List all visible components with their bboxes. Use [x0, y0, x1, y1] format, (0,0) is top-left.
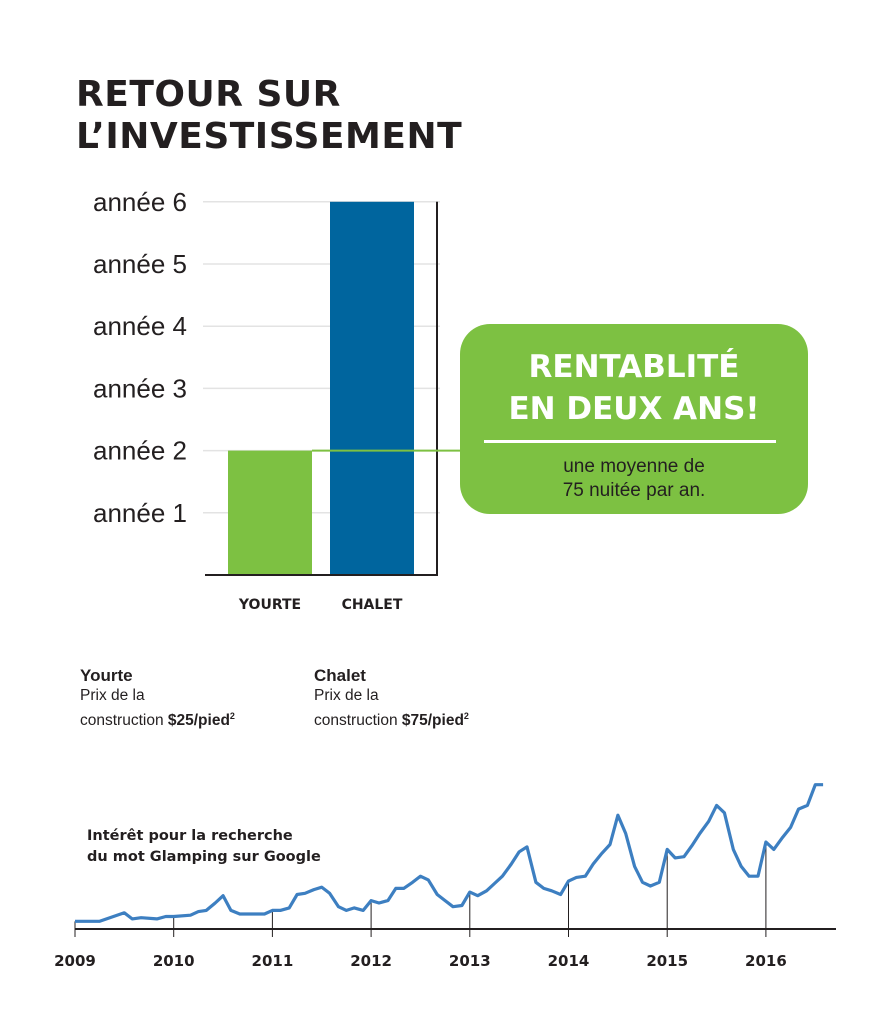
- y-tick-label: année 4: [93, 311, 187, 341]
- y-tick-label: année 1: [93, 498, 187, 528]
- cost-line-2: construction $75/pied2: [314, 706, 469, 731]
- cost-prefix: construction: [314, 712, 402, 730]
- x-tick-label: 2013: [449, 952, 491, 970]
- trend-chart-title: Intérêt pour la recherche du mot Glampin…: [87, 826, 321, 868]
- cost-price-unit-sup: 2: [229, 711, 235, 721]
- cost-name: Yourte: [80, 666, 133, 685]
- callout-headline-line-1: RENTABLITÉ: [528, 349, 740, 385]
- cost-price: $75/pied2: [401, 711, 469, 730]
- y-tick-label: année 2: [93, 436, 187, 466]
- y-tick-label: année 6: [93, 187, 187, 217]
- callout-headline-line-2: EN DEUX ANS!: [508, 391, 760, 427]
- page-title: RETOUR SUR L’INVESTISSEMENT: [76, 74, 462, 158]
- trend-title-line-2: du mot Glamping sur Google: [87, 849, 321, 865]
- cost-price-unit-sup: 2: [463, 711, 469, 721]
- cost-price-value: $25/pied: [167, 712, 230, 730]
- callout-sub-line-1: une moyenne de: [563, 456, 705, 477]
- x-tick-label: 2016: [745, 952, 787, 970]
- trend-line: [75, 783, 824, 923]
- callout-subtext: une moyenne de 75 nuitée par an.: [460, 455, 808, 503]
- payback-callout: RENTABLITÉ EN DEUX ANS! une moyenne de 7…: [460, 324, 808, 514]
- cost-prefix: construction: [80, 712, 168, 730]
- roi-bar-chart: année 1 année 2 année 3 année 4 année 5 année…: [93, 187, 462, 613]
- x-tick-label: 2009: [54, 952, 96, 970]
- chalet-cost: Chalet Prix de la construction $75/pied2: [314, 666, 469, 731]
- cost-price-value: $75/pied: [401, 712, 464, 730]
- x-tick-label: 2015: [646, 952, 688, 970]
- cost-line-1: Prix de la: [80, 687, 145, 704]
- callout-divider: [484, 440, 776, 443]
- x-tick-label: YOURTE: [238, 597, 301, 613]
- cost-line-1: Prix de la: [314, 687, 379, 704]
- trend-title-line-1: Intérêt pour la recherche: [87, 828, 293, 844]
- cost-line-2: construction $25/pied2: [80, 706, 235, 731]
- x-tick-label: 2011: [252, 952, 294, 970]
- yourte-cost: Yourte Prix de la construction $25/pied2: [80, 666, 235, 731]
- x-tick-label: 2014: [548, 952, 590, 970]
- title-line-2: L’INVESTISSEMENT: [76, 116, 463, 157]
- x-tick-label: 2010: [153, 952, 195, 970]
- y-tick-label: année 3: [93, 373, 187, 403]
- y-tick-label: année 5: [93, 249, 187, 279]
- bar-yourte: [228, 450, 312, 575]
- callout-headline: RENTABLITÉ EN DEUX ANS!: [460, 346, 808, 430]
- cost-price: $25/pied2: [167, 711, 235, 730]
- x-tick-label: 2012: [350, 952, 392, 970]
- cost-name: Chalet: [314, 666, 366, 685]
- callout-sub-line-2: 75 nuitée par an.: [562, 480, 706, 501]
- title-line-1: RETOUR SUR: [76, 74, 341, 115]
- x-tick-label: CHALET: [342, 597, 403, 613]
- bar-chalet: [330, 201, 414, 576]
